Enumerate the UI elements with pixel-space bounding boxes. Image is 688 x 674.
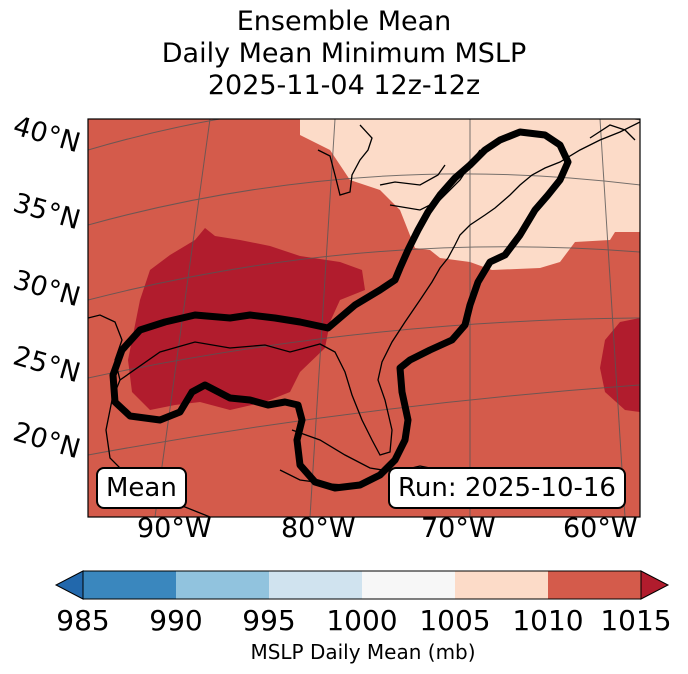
colorbar-tick-1000: 1000 <box>326 604 398 637</box>
colorbar-bin-1005-1010 <box>455 571 548 599</box>
colorbar-tick-1005: 1005 <box>419 604 491 637</box>
colorbar-bin-990-995 <box>176 571 269 599</box>
colorbar-tick-990: 990 <box>149 604 203 637</box>
colorbar-under-arrow <box>54 570 84 600</box>
colorbar-tick-995: 995 <box>242 604 296 637</box>
chart-title-line1: Ensemble Mean <box>236 6 452 37</box>
ensemble-outline-contour <box>109 128 572 492</box>
mean-label-box: Mean <box>96 467 187 509</box>
colorbar-bin-995-1000 <box>269 571 362 599</box>
lon-label-70w: 70°W <box>421 513 496 544</box>
pressure-1015-region-east <box>600 318 640 412</box>
colorbar-tick-985: 985 <box>56 604 110 637</box>
lon-label-90w: 90°W <box>137 513 212 544</box>
chart-title-line3: 2025-11-04 12z-12z <box>207 70 481 101</box>
map-frame <box>87 118 641 518</box>
lon-label-60w: 60°W <box>563 513 638 544</box>
colorbar-over-arrow <box>640 570 670 600</box>
colorbar-frame <box>82 570 642 600</box>
colorbar-tick-1015: 1015 <box>600 604 672 637</box>
run-date-box: Run: 2025-10-16 <box>388 467 626 509</box>
colorbar-tick-1010: 1010 <box>512 604 584 637</box>
lon-label-80w: 80°W <box>281 513 356 544</box>
colorbar-bin-985-990 <box>83 571 176 599</box>
chart-title-line2: Daily Mean Minimum MSLP <box>161 38 527 69</box>
colorbar-bin-1010-1015 <box>548 571 641 599</box>
colorbar-bin-1000-1005 <box>362 571 455 599</box>
colorbar-label: MSLP Daily Mean (mb) <box>250 640 476 664</box>
